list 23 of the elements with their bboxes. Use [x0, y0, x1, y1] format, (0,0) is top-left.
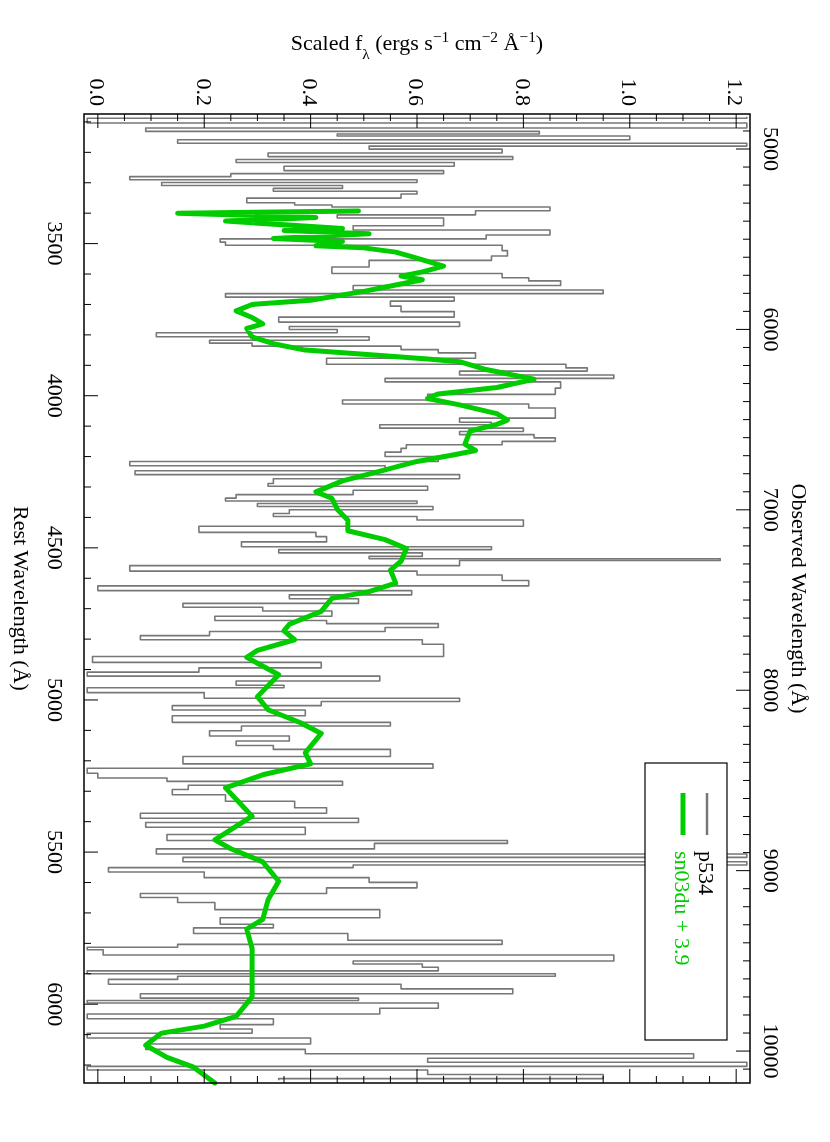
y2-tick-label: 9000: [759, 848, 785, 893]
y-tick-label: 4000: [43, 373, 69, 418]
x-tick-label: 0.8: [510, 78, 536, 106]
y-tick-label: 3500: [43, 221, 69, 266]
x-tick-label: 1.2: [723, 78, 749, 106]
text: Scaled f$_{λ}$ (ergs s$^{−1}$ cm$^{−2}$ Å$^{−1}$): [290, 27, 544, 62]
legend-label: p534: [694, 851, 720, 895]
x-tick-label: 0.4: [297, 78, 323, 106]
y-tick-label: 5500: [43, 830, 69, 875]
y2-tick-label: 6000: [759, 307, 785, 352]
y2-tick-label: 8000: [759, 668, 785, 713]
y-tick-label: 6000: [43, 982, 69, 1027]
y-tick-label: 5000: [43, 677, 69, 722]
x-tick-label: 0.6: [404, 78, 430, 106]
y2-tick-label: 7000: [759, 487, 785, 532]
x-tick-label: 1.0: [617, 78, 643, 106]
x-tick-label: 0.0: [85, 78, 111, 106]
y2-tick-label: 5000: [759, 127, 785, 171]
x-tick-label: 0.2: [191, 78, 217, 106]
y2-axis-title: Observed Wavelength (Å): [787, 483, 813, 714]
y-tick-label: 4500: [43, 525, 69, 570]
y-axis-title: Rest Wavelength (Å): [9, 506, 35, 691]
y2-tick-label: 10000: [759, 1023, 785, 1079]
